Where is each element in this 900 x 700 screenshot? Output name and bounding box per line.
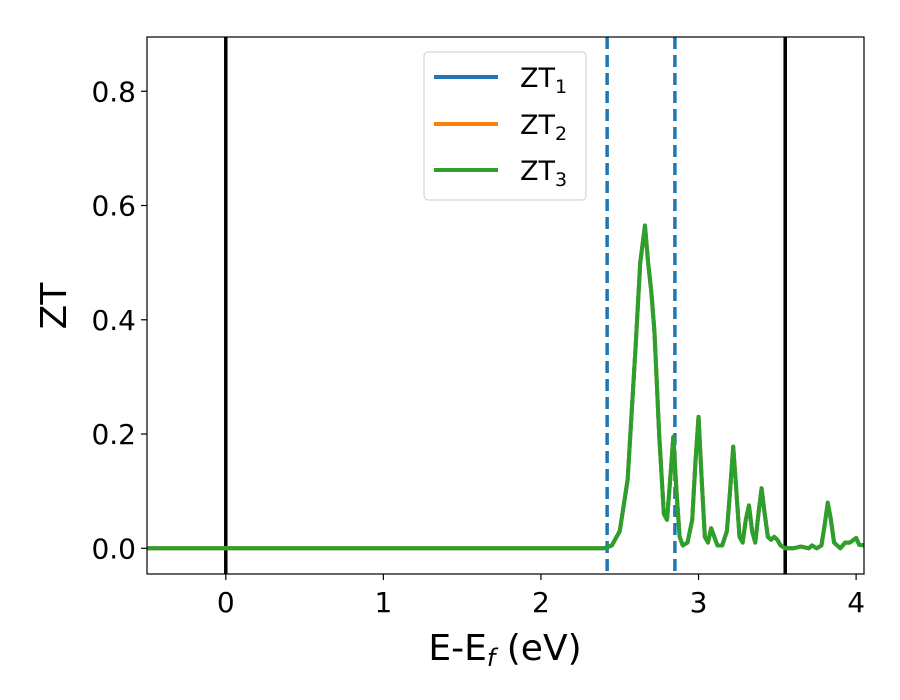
series-lines — [147, 223, 864, 551]
legend-label-zt3-sub: 3 — [555, 169, 567, 191]
x-axis-title-unit: (eV) — [495, 628, 581, 669]
y-tick-label: 0.2 — [91, 418, 136, 451]
y-axis-title: ZT — [34, 282, 75, 330]
series-line-3 — [147, 223, 864, 551]
y-tick-label: 0.0 — [91, 532, 136, 565]
y-tick-label: 0.8 — [91, 75, 136, 108]
legend: ZT1 ZT2 ZT3 — [423, 51, 587, 201]
y-tick-label: 0.4 — [91, 304, 136, 337]
legend-label-zt1-sub: 1 — [555, 76, 567, 98]
vertical-lines — [224, 37, 787, 574]
x-axis-ticks: 0 1 2 3 4 — [217, 574, 865, 619]
legend-label-zt2: ZT2 — [520, 110, 567, 145]
x-tick-label: 0 — [217, 586, 235, 619]
x-tick-label: 2 — [532, 586, 550, 619]
y-tick-label: 0.6 — [91, 190, 136, 223]
plot-frame — [146, 36, 865, 575]
legend-box — [423, 51, 587, 201]
x-axis-title: E-Ef (eV) — [428, 628, 581, 672]
legend-label-zt3: ZT3 — [520, 156, 567, 191]
x-tick-label: 3 — [690, 586, 708, 619]
legend-label-zt1: ZT1 — [520, 63, 567, 98]
legend-label-zt2-base: ZT — [520, 110, 555, 141]
x-tick-label: 1 — [374, 586, 392, 619]
legend-label-zt3-base: ZT — [520, 156, 555, 187]
y-axis-ticks: 0.0 0.2 0.4 0.6 0.8 — [91, 75, 147, 565]
legend-label-zt1-base: ZT — [520, 63, 555, 94]
x-axis-title-main: E-E — [428, 628, 486, 669]
legend-label-zt2-sub: 2 — [555, 123, 567, 145]
x-tick-label: 4 — [847, 586, 865, 619]
